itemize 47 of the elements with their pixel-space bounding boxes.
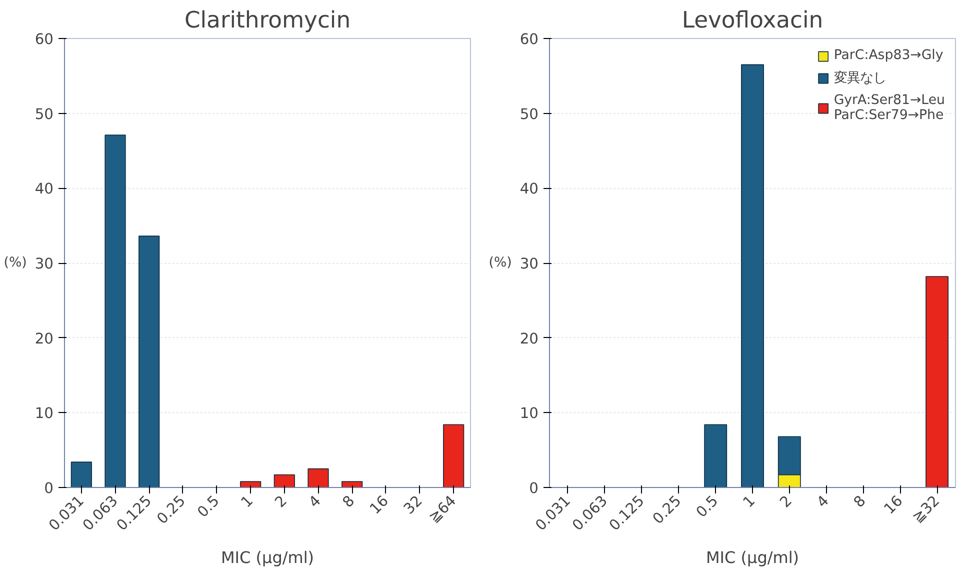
bar	[741, 64, 764, 488]
y-tick-label: 30	[520, 256, 539, 272]
bar	[308, 468, 329, 488]
bar	[240, 481, 262, 488]
bar	[704, 424, 728, 488]
x-axis-title: MIC (μg/ml)	[220, 548, 314, 568]
x-tick-label: 4	[814, 492, 832, 512]
y-tick-label: 10	[520, 405, 539, 422]
bar	[104, 134, 126, 488]
x-tick-label: 2	[776, 492, 796, 512]
y-tick-label: 50	[34, 106, 54, 123]
x-tick-label: 8	[339, 492, 358, 512]
x-axis-title: MIC (μg/ml)	[706, 548, 800, 568]
y-tick-label: 30	[34, 256, 54, 272]
bar	[342, 481, 363, 488]
y-axis-title: (%)	[4, 256, 27, 270]
x-tick-label: 0.5	[693, 492, 722, 521]
y-tick-label: 60	[520, 31, 539, 48]
legend-label: GyrA:Ser81→Leu ParC:Ser79→Phe	[834, 93, 945, 123]
y-tick-label: 0	[529, 480, 539, 497]
chart-title: Clarithromycin	[184, 8, 351, 34]
y-tick-label: 50	[520, 106, 539, 123]
x-tick-label: 16	[366, 492, 392, 518]
legend-label: 変異なし	[834, 70, 886, 87]
x-tick-label: 0.5	[194, 492, 223, 521]
legend-label: ParC:Asp83→Gly	[834, 48, 944, 63]
y-tick-label: 10	[34, 405, 54, 422]
y-axis-title: (%)	[488, 256, 512, 270]
bar	[443, 424, 464, 488]
bar	[70, 462, 92, 488]
bar	[926, 276, 949, 488]
x-tick-label: 2	[272, 492, 290, 512]
x-tick-label: 8	[850, 492, 870, 512]
bar	[138, 236, 160, 488]
y-tick-label: 40	[520, 180, 539, 198]
x-tick-label: 1	[238, 492, 257, 512]
x-tick-label: 1	[740, 492, 759, 512]
x-tick-label: 16	[880, 492, 906, 518]
y-tick-label: 40	[34, 180, 54, 198]
y-tick-label: 60	[34, 31, 54, 48]
bar	[274, 474, 295, 488]
y-tick-label: 20	[520, 330, 539, 348]
y-tick-label: 20	[34, 330, 54, 348]
x-tick-label: 4	[306, 492, 324, 512]
chart-title: Levofloxacin	[682, 8, 824, 34]
x-tick-label: 32	[400, 492, 426, 518]
y-tick-label: 0	[44, 480, 54, 497]
